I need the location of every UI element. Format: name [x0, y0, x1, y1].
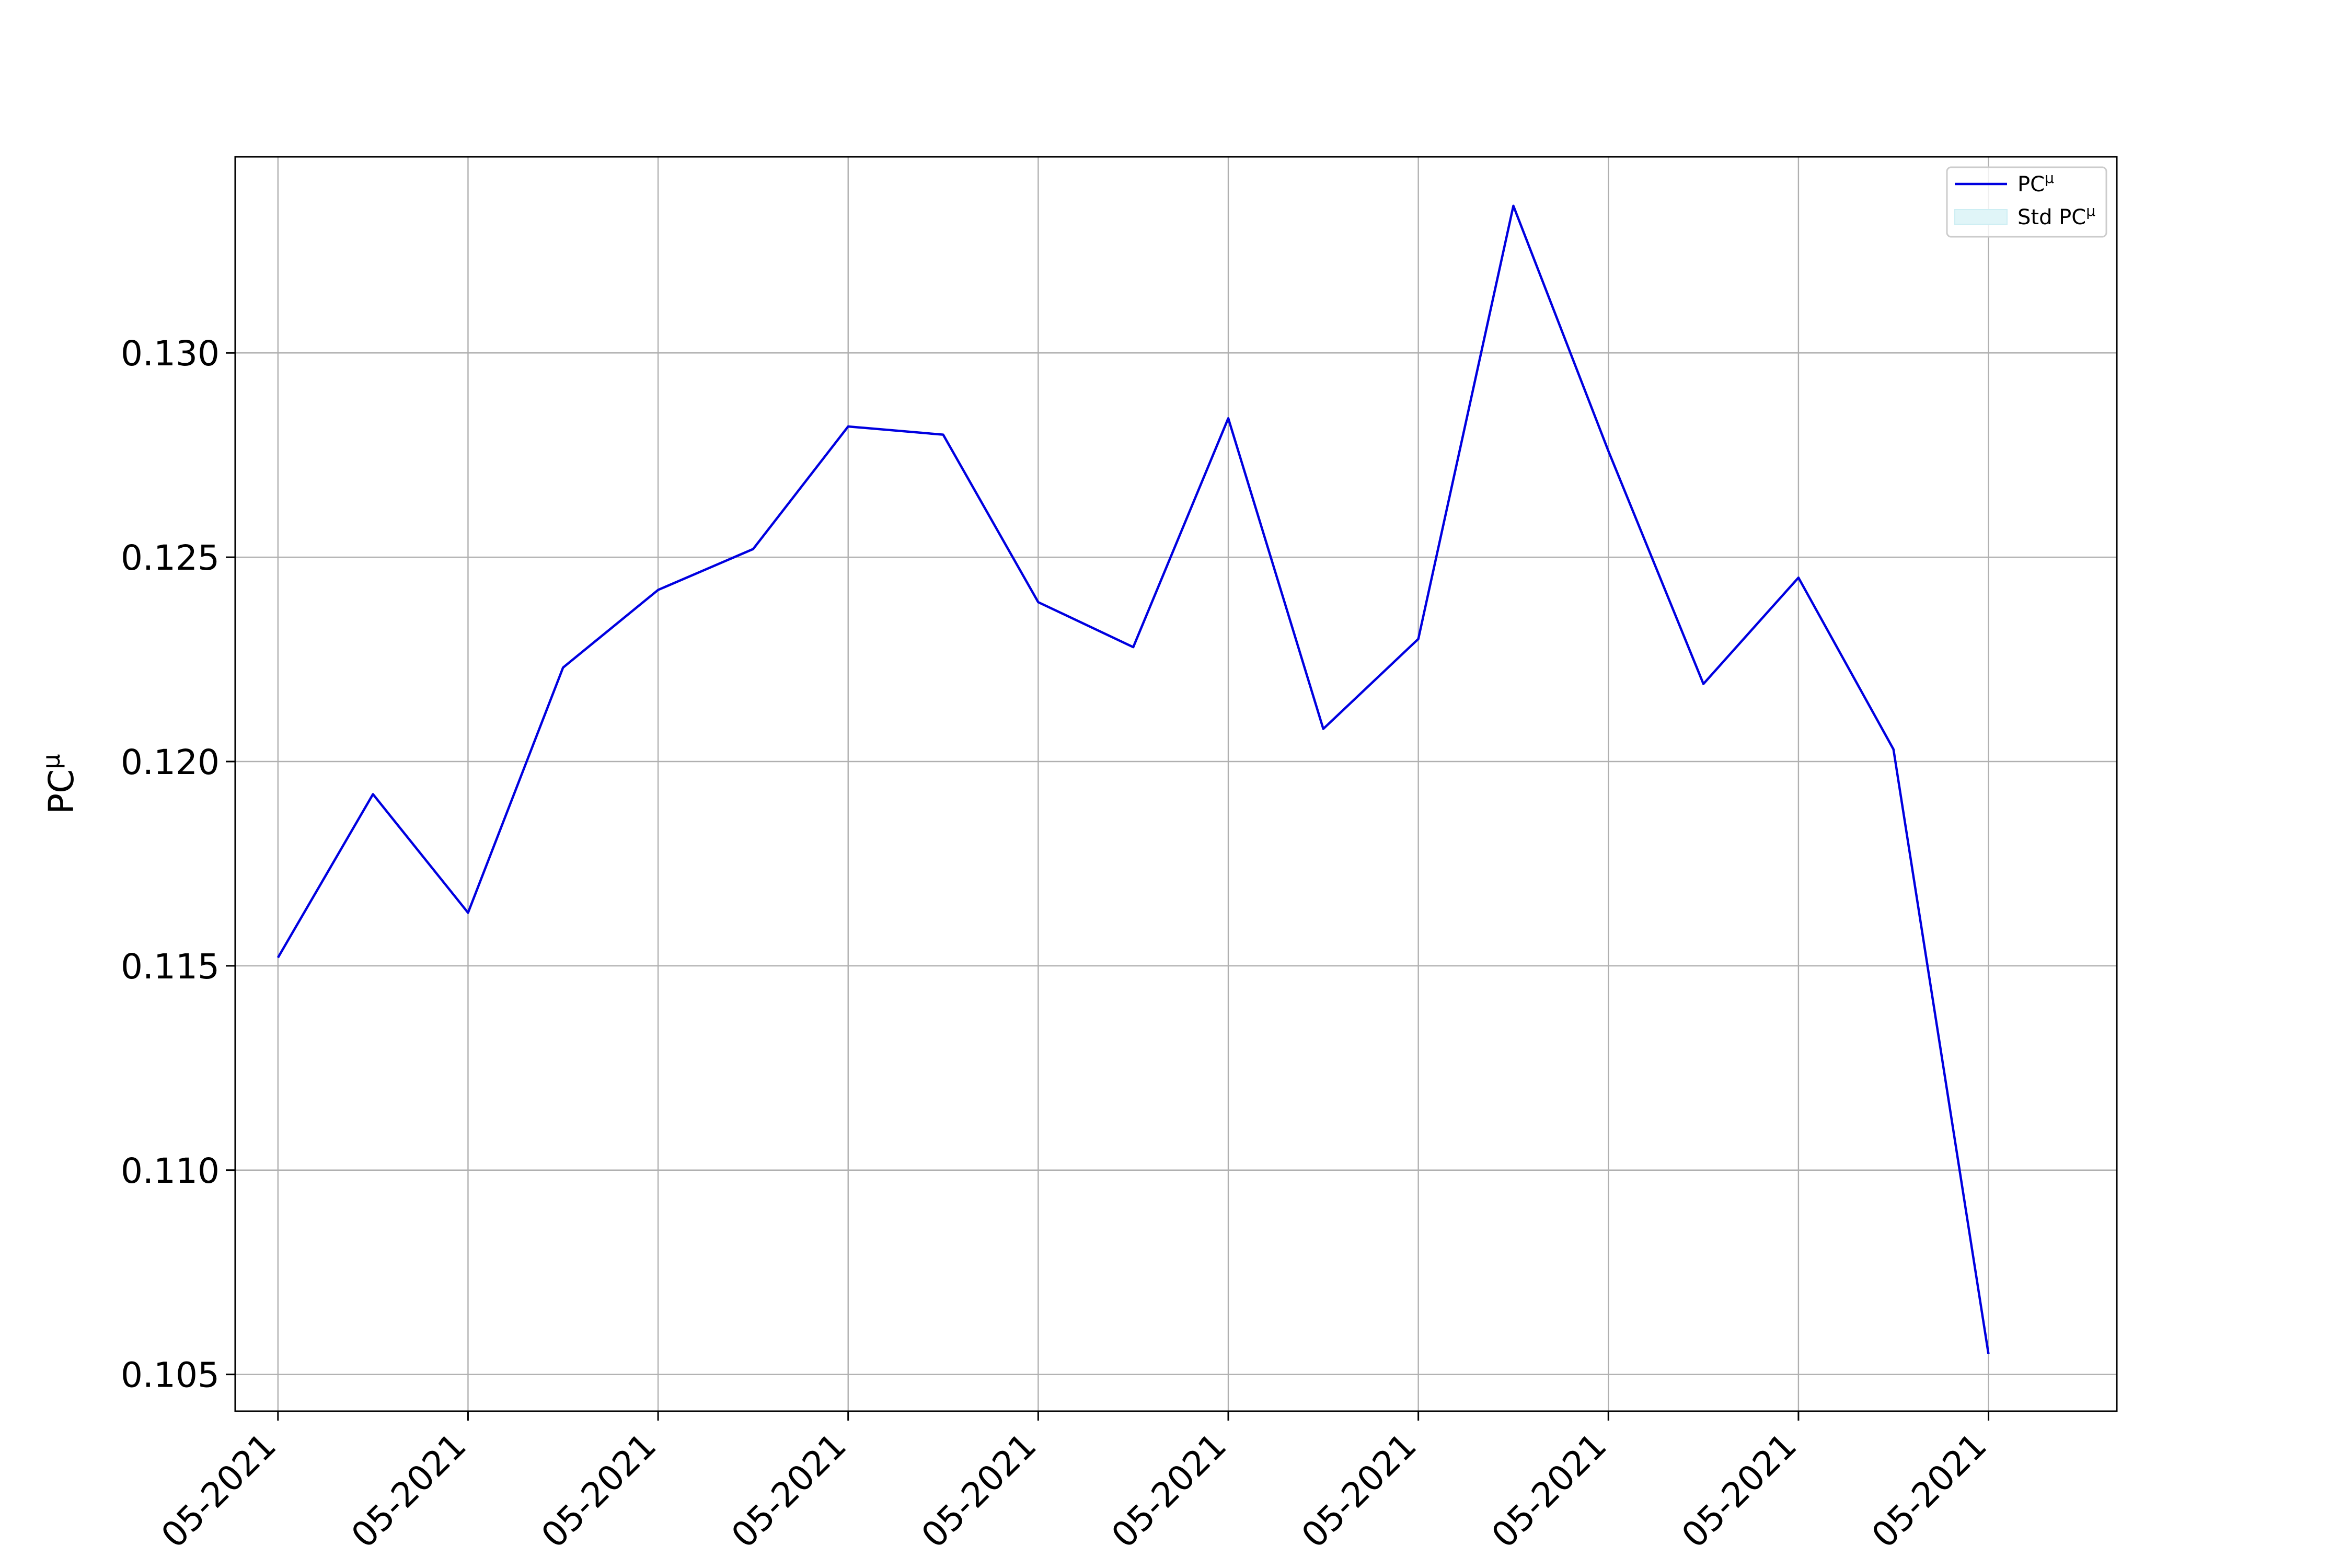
legend-patch-swatch: [1954, 209, 2008, 225]
grid: [235, 157, 2117, 1411]
legend-label-base: PC: [2017, 172, 2045, 197]
legend-label: Std PCμ: [2017, 202, 2095, 229]
y-axis-label: PCμ: [37, 754, 82, 814]
legend-label-superscript: μ: [2045, 169, 2054, 187]
y-tick-label: 0.125: [121, 538, 220, 578]
y-axis-label-base: PC: [41, 769, 82, 814]
series-line: [276, 204, 1990, 1354]
series-layer: [276, 204, 1990, 1354]
y-axis-label-superscript: μ: [37, 754, 65, 769]
y-axis: 0.105 0.110 0.115 0.120 0.125 0.130: [121, 333, 235, 1396]
legend-label-superscript: μ: [2086, 202, 2095, 220]
legend-label-base: Std PC: [2017, 205, 2086, 229]
y-tick-label: 0.110: [121, 1151, 220, 1191]
y-tick-label: 0.115: [121, 947, 220, 987]
y-tick-label: 0.120: [121, 742, 220, 782]
plot-area-frame: [234, 156, 2118, 1412]
y-tick-label: 0.130: [121, 333, 220, 374]
legend-label: PCμ: [2017, 169, 2054, 197]
y-tick-label: 0.105: [121, 1355, 220, 1396]
